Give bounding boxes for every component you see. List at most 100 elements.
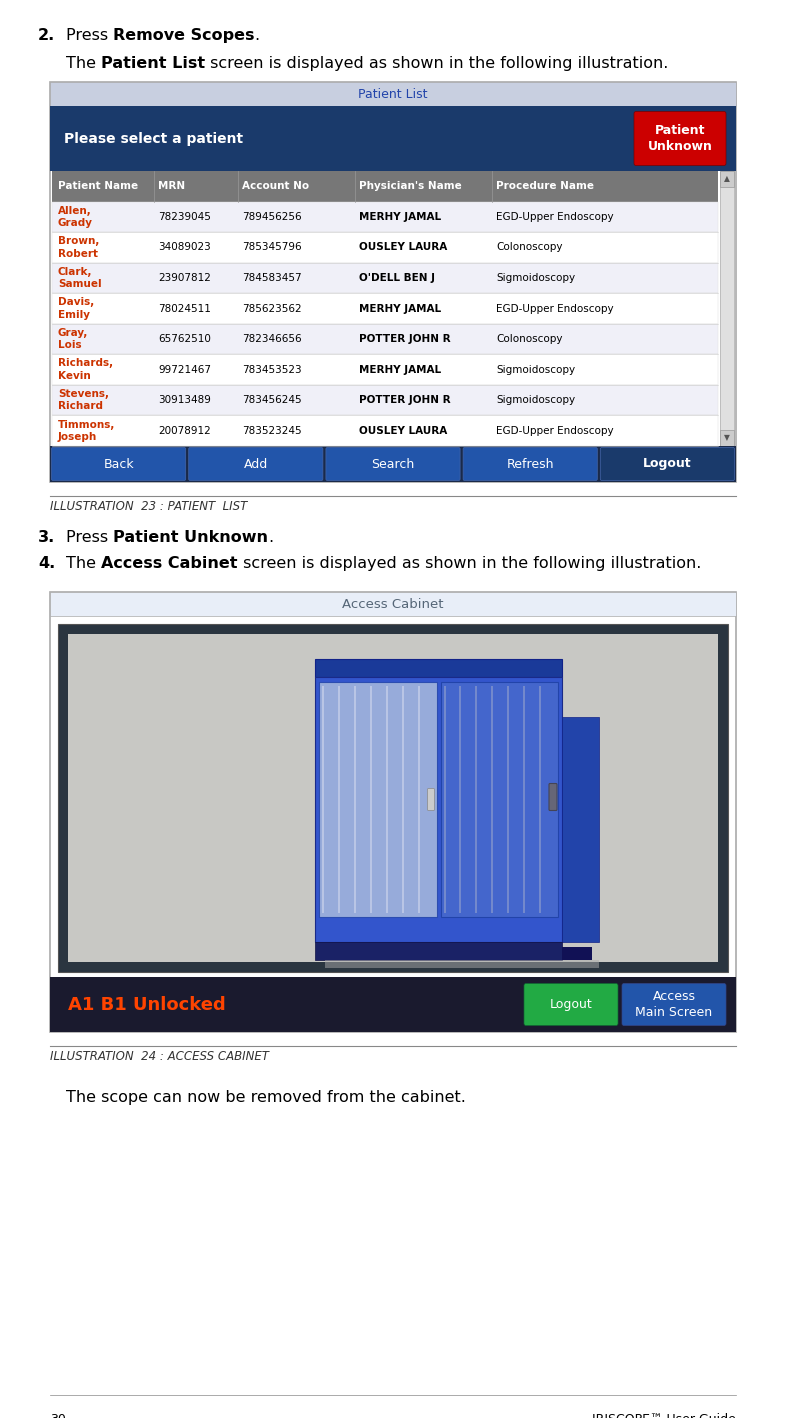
Text: MERHY JAMAL: MERHY JAMAL: [359, 364, 441, 374]
Text: 30913489: 30913489: [158, 396, 211, 406]
Bar: [402, 686, 404, 913]
FancyBboxPatch shape: [634, 112, 726, 166]
Text: Refresh: Refresh: [506, 458, 554, 471]
Bar: [460, 686, 461, 913]
Text: A1 B1 Unlocked: A1 B1 Unlocked: [68, 995, 226, 1014]
Text: Add: Add: [244, 458, 268, 471]
Text: Patient Name: Patient Name: [58, 182, 138, 191]
Bar: [50, 82, 736, 482]
Text: Patient
Unknown: Patient Unknown: [648, 125, 712, 153]
Text: IRISCOPE™ User Guide: IRISCOPE™ User Guide: [592, 1412, 736, 1418]
Bar: [491, 686, 494, 913]
Bar: [369, 686, 372, 913]
Text: MERHY JAMAL: MERHY JAMAL: [359, 303, 441, 313]
Text: 783523245: 783523245: [242, 425, 302, 435]
Text: Remove Scopes: Remove Scopes: [113, 28, 255, 43]
Bar: [507, 686, 509, 913]
Bar: [50, 591, 736, 1032]
Text: 789456256: 789456256: [242, 211, 302, 221]
Text: The scope can now be removed from the cabinet.: The scope can now be removed from the ca…: [66, 1090, 466, 1105]
Bar: [50, 591, 736, 615]
Text: Patient List: Patient List: [358, 88, 428, 101]
FancyBboxPatch shape: [549, 784, 557, 811]
Text: Logout: Logout: [549, 998, 593, 1011]
Text: The: The: [66, 55, 101, 71]
Text: 4.: 4.: [38, 556, 55, 571]
FancyBboxPatch shape: [622, 984, 726, 1025]
Text: Gray,
Lois: Gray, Lois: [58, 328, 88, 350]
Text: Access Cabinet: Access Cabinet: [342, 597, 444, 611]
Text: 78024511: 78024511: [158, 303, 211, 313]
Text: 783453523: 783453523: [242, 364, 302, 374]
Bar: [52, 354, 718, 384]
Text: .: .: [255, 28, 260, 43]
Text: ILLUSTRATION  24 : ACCESS CABINET: ILLUSTRATION 24 : ACCESS CABINET: [50, 1049, 269, 1064]
Text: Sigmoidoscopy: Sigmoidoscopy: [496, 364, 575, 374]
Text: Search: Search: [371, 458, 415, 471]
Text: Stevens,
Richard: Stevens, Richard: [58, 389, 109, 411]
Bar: [720, 430, 734, 447]
Text: Patient Unknown: Patient Unknown: [113, 530, 268, 545]
Bar: [319, 682, 436, 917]
Bar: [52, 323, 718, 354]
Bar: [562, 716, 599, 942]
Text: POTTER JOHN R: POTTER JOHN R: [359, 396, 450, 406]
Text: Account No: Account No: [242, 182, 309, 191]
Text: ILLUSTRATION  23 : PATIENT  LIST: ILLUSTRATION 23 : PATIENT LIST: [50, 501, 248, 513]
Text: POTTER JOHN R: POTTER JOHN R: [359, 335, 450, 345]
Bar: [315, 676, 562, 942]
Text: ▼: ▼: [724, 434, 730, 442]
Text: Back: Back: [103, 458, 134, 471]
Bar: [562, 947, 592, 960]
Text: Richards,
Kevin: Richards, Kevin: [58, 359, 113, 381]
Text: 30: 30: [50, 1412, 66, 1418]
Bar: [68, 634, 718, 961]
Bar: [340, 676, 538, 683]
Bar: [50, 447, 736, 482]
Bar: [315, 659, 562, 676]
Text: Clark,
Samuel: Clark, Samuel: [58, 267, 101, 289]
Bar: [322, 686, 324, 913]
Text: 78239045: 78239045: [158, 211, 211, 221]
Bar: [338, 686, 340, 913]
Bar: [443, 686, 446, 913]
FancyBboxPatch shape: [52, 448, 185, 481]
Text: Physician's Name: Physician's Name: [359, 182, 461, 191]
Text: OUSLEY LAURA: OUSLEY LAURA: [359, 425, 447, 435]
Bar: [52, 294, 718, 323]
Text: Allen,
Grady: Allen, Grady: [58, 206, 93, 228]
Text: Procedure Name: Procedure Name: [496, 182, 594, 191]
Text: 3.: 3.: [38, 530, 55, 545]
Text: 65762510: 65762510: [158, 335, 211, 345]
Bar: [325, 960, 599, 968]
Text: MRN: MRN: [158, 182, 185, 191]
Text: 785345796: 785345796: [242, 242, 302, 252]
Text: EGD-Upper Endoscopy: EGD-Upper Endoscopy: [496, 303, 614, 313]
Text: Colonoscopy: Colonoscopy: [496, 335, 563, 345]
Text: Davis,
Emily: Davis, Emily: [58, 298, 94, 319]
Bar: [52, 172, 720, 447]
Text: screen is displayed as shown in the following illustration.: screen is displayed as shown in the foll…: [237, 556, 701, 571]
FancyBboxPatch shape: [524, 984, 618, 1025]
FancyBboxPatch shape: [601, 448, 734, 481]
FancyBboxPatch shape: [189, 448, 323, 481]
Bar: [386, 686, 387, 913]
Text: Access Cabinet: Access Cabinet: [101, 556, 237, 571]
Text: Sigmoidoscopy: Sigmoidoscopy: [496, 396, 575, 406]
FancyBboxPatch shape: [326, 448, 460, 481]
Bar: [476, 686, 477, 913]
Text: Access
Main Screen: Access Main Screen: [635, 991, 713, 1018]
Text: 34089023: 34089023: [158, 242, 211, 252]
Bar: [52, 233, 718, 262]
Bar: [417, 686, 420, 913]
Text: ▲: ▲: [724, 174, 730, 183]
Bar: [50, 82, 736, 106]
Bar: [440, 682, 558, 917]
Bar: [50, 106, 736, 172]
Bar: [52, 172, 718, 201]
Text: Press: Press: [66, 28, 113, 43]
Text: Logout: Logout: [643, 458, 692, 471]
Text: screen is displayed as shown in the following illustration.: screen is displayed as shown in the foll…: [205, 55, 669, 71]
Text: Sigmoidoscopy: Sigmoidoscopy: [496, 272, 575, 284]
Text: EGD-Upper Endoscopy: EGD-Upper Endoscopy: [496, 425, 614, 435]
